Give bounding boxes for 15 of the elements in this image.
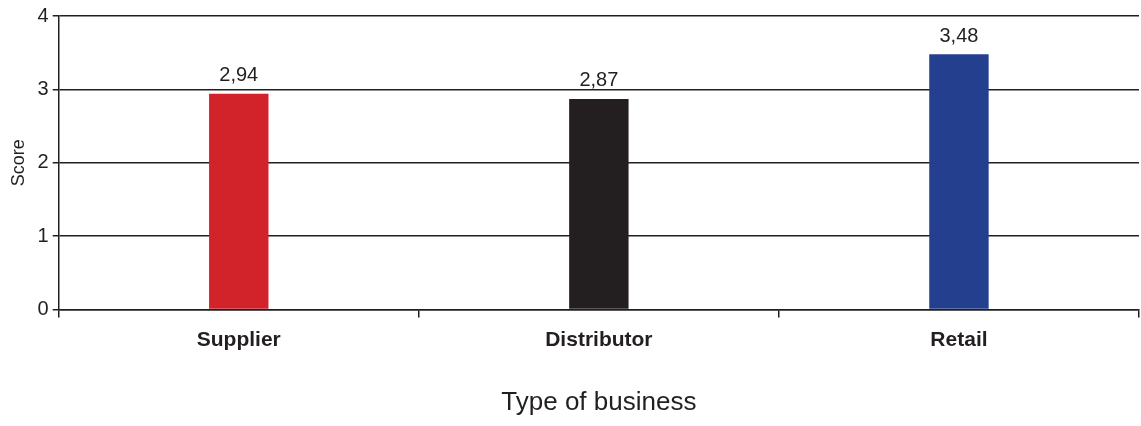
data-label: 3,48 bbox=[939, 23, 979, 46]
x-axis-title: Type of business bbox=[501, 385, 697, 416]
x-tick-label: Retail bbox=[930, 327, 988, 350]
y-axis-title: Score bbox=[7, 139, 28, 187]
y-tick-label: 0 bbox=[37, 297, 49, 320]
y-tick-label: 1 bbox=[37, 223, 49, 246]
y-tick-label: 3 bbox=[37, 76, 49, 99]
data-label: 2,87 bbox=[579, 68, 619, 91]
bar bbox=[209, 93, 269, 309]
bar bbox=[929, 54, 989, 309]
y-tick-label: 2 bbox=[37, 150, 49, 173]
y-tick-label: 4 bbox=[37, 3, 49, 26]
x-tick-label: Supplier bbox=[196, 327, 281, 350]
x-tick-label: Distributor bbox=[545, 327, 653, 350]
data-label: 2,94 bbox=[219, 63, 259, 86]
